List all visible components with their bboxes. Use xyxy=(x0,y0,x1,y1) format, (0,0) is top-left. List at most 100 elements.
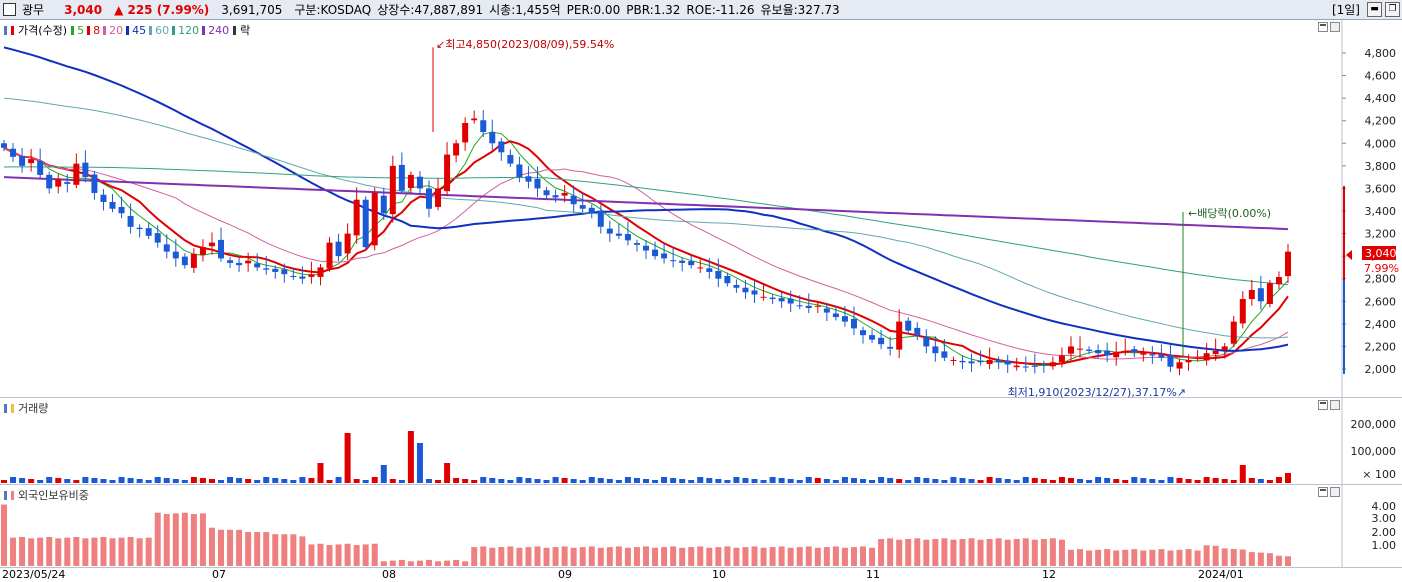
volume-bar xyxy=(1285,473,1291,483)
foreign-ratio-bar xyxy=(145,537,152,566)
volume-panel[interactable]: 거래량 xyxy=(0,398,1402,485)
volume-bar xyxy=(733,477,740,483)
foreign-ratio-bar xyxy=(1230,548,1237,566)
volume-bar xyxy=(633,478,640,483)
candle-body xyxy=(335,241,342,257)
volume-bar xyxy=(914,477,921,483)
foreign-ratio-bar xyxy=(1176,549,1183,566)
ma-45-line xyxy=(3,46,1289,352)
volume-bar xyxy=(254,480,261,483)
foreign-ratio-bar xyxy=(887,538,894,566)
price-tick-label: 2,000 xyxy=(1365,363,1397,376)
candle-body xyxy=(1230,321,1237,344)
volume-bar xyxy=(91,478,98,483)
foreign-ratio-bar xyxy=(679,547,686,566)
price-tick-label: 2,800 xyxy=(1365,273,1397,286)
foreign-ratio-bar xyxy=(615,546,622,566)
candle-body xyxy=(353,199,360,236)
volume-bar xyxy=(932,479,939,483)
volume-bar xyxy=(444,463,451,483)
candle-body xyxy=(1140,353,1147,355)
foreign-ratio-bar xyxy=(841,547,848,566)
restore-icon[interactable]: ❐ xyxy=(1385,2,1400,17)
candle-body xyxy=(317,267,324,277)
foreign-ratio-bar xyxy=(416,560,423,566)
candle-body xyxy=(624,234,631,241)
volume-close-icon[interactable] xyxy=(1330,400,1340,410)
volume-bar xyxy=(236,478,243,483)
minimize-icon[interactable]: ▬ xyxy=(1367,2,1382,17)
volume-bar xyxy=(941,480,948,483)
candle-body xyxy=(869,335,876,340)
volume-bar xyxy=(55,478,62,483)
foreign-ratio-bar xyxy=(1275,555,1282,566)
x-axis-label: 2023/05/24 xyxy=(2,568,66,581)
foreign-ratio-bar xyxy=(778,546,785,566)
candle-body xyxy=(1,143,7,148)
candle-body xyxy=(245,260,252,264)
candle-body xyxy=(308,274,315,277)
candle-body xyxy=(850,318,857,329)
volume-bar xyxy=(1113,479,1120,483)
candle-body xyxy=(1257,288,1264,302)
legend-ex-label: 락 xyxy=(240,24,251,37)
candle-body xyxy=(1176,362,1183,369)
x-axis-label: 08 xyxy=(382,568,396,581)
foreign-ratio-bar xyxy=(190,514,197,566)
foreign-ratio-bar xyxy=(543,547,550,566)
period-button[interactable]: [1일] xyxy=(1331,3,1360,17)
volume-bar xyxy=(19,478,26,483)
foreign-close-icon[interactable] xyxy=(1330,487,1340,497)
candle-body xyxy=(1167,355,1174,367)
foreign-ratio-bar xyxy=(1031,539,1038,566)
foreign-ratio-bar xyxy=(317,543,324,566)
foreign-ratio-bar xyxy=(1158,549,1165,566)
candle-body xyxy=(932,346,939,354)
volume-bar xyxy=(1167,477,1174,483)
foreign-ratio-bar xyxy=(923,539,930,566)
candle-body xyxy=(923,336,930,347)
foreign-ratio-bar xyxy=(588,546,595,566)
volume-bar xyxy=(1176,478,1183,483)
volume-minimize-icon[interactable] xyxy=(1318,400,1328,410)
stock-checkbox[interactable] xyxy=(3,3,16,16)
candle-body xyxy=(163,244,170,252)
panel-close-icon[interactable] xyxy=(1330,22,1340,32)
ma-legend-label: 60 xyxy=(155,23,170,37)
volume-bar xyxy=(561,478,568,483)
candle-body xyxy=(46,174,53,189)
foreign-ratio-bar xyxy=(398,559,405,566)
candle-body xyxy=(1239,299,1246,324)
volume-bar xyxy=(317,463,324,483)
volume-bar xyxy=(661,477,668,483)
volume-bar xyxy=(832,480,839,483)
foreign-ratio-bar xyxy=(733,547,740,566)
legend-price-title: 가격(수정) xyxy=(18,24,68,37)
foreign-ratio-bar xyxy=(263,532,270,566)
volume-bar xyxy=(163,478,170,483)
volume-bar xyxy=(37,480,44,483)
foreign-color-mark xyxy=(11,490,14,500)
panel-minimize-icon[interactable] xyxy=(1318,22,1328,32)
foreign-ratio-bar xyxy=(1058,539,1065,566)
foreign-ratio-bar xyxy=(1149,549,1156,566)
candle-body xyxy=(1031,365,1038,367)
foreign-ratio-bar xyxy=(706,547,713,566)
volume-bar xyxy=(769,477,776,483)
candle-body xyxy=(199,247,206,255)
foreign-minimize-icon[interactable] xyxy=(1318,487,1328,497)
foreign-ratio-bar xyxy=(118,537,125,566)
trade-volume: 3,691,705 xyxy=(221,2,283,17)
price-tick-label: 4,800 xyxy=(1365,47,1397,60)
foreign-ratio-bar xyxy=(1104,549,1111,566)
volume-bar xyxy=(1004,479,1011,483)
foreign-ratio-bar xyxy=(832,546,839,566)
candle-body xyxy=(878,337,885,345)
foreign-ratio-bar xyxy=(1077,549,1084,566)
volume-bar xyxy=(425,479,432,483)
candle-body xyxy=(28,159,35,164)
candle-body xyxy=(679,260,686,263)
candle-body xyxy=(760,296,767,298)
foreign-ratio-bar xyxy=(814,547,821,566)
